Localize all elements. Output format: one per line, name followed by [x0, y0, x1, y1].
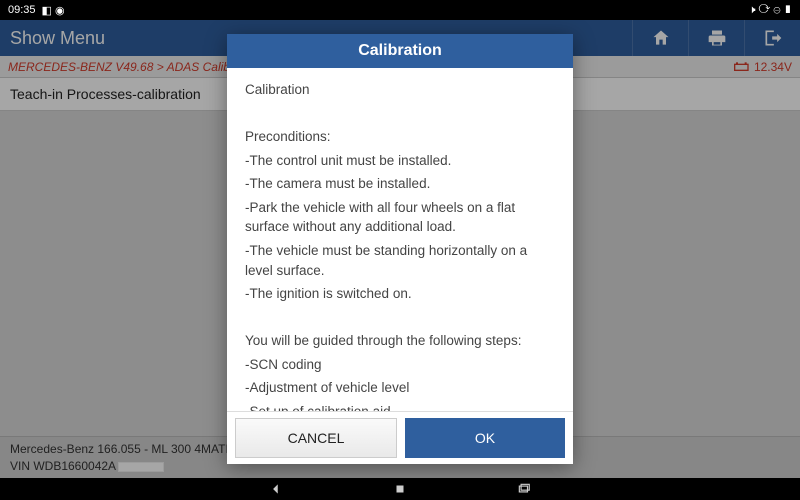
status-left: 09:35 ◧ ◉ [8, 4, 65, 17]
status-right: 🕨 ⟳ ⊝ ▮ [749, 4, 792, 17]
guide-item: -Adjustment of vehicle level [245, 378, 555, 398]
guide-label: You will be guided through the following… [245, 331, 555, 351]
nav-back-icon[interactable] [269, 482, 283, 496]
calibration-dialog: Calibration Calibration Preconditions: -… [227, 34, 573, 464]
dialog-body: Calibration Preconditions: -The control … [227, 68, 573, 411]
status-icons-left: ◧ ◉ [42, 4, 65, 17]
pre-item: -The vehicle must be standing horizontal… [245, 241, 555, 280]
pre-item: -The camera must be installed. [245, 174, 555, 194]
pre-item: -The control unit must be installed. [245, 151, 555, 171]
guide-item: -SCN coding [245, 355, 555, 375]
cancel-button[interactable]: CANCEL [235, 418, 397, 458]
guide-item: -Set up of calibration aid [245, 402, 555, 411]
pre-item: -The ignition is switched on. [245, 284, 555, 304]
pre-item: -Park the vehicle with all four wheels o… [245, 198, 555, 237]
body-heading: Calibration [245, 80, 555, 100]
dialog-title: Calibration [227, 34, 573, 68]
status-time: 09:35 [8, 4, 36, 16]
screen: 09:35 ◧ ◉ 🕨 ⟳ ⊝ ▮ Show Menu MERCEDES-BEN… [0, 0, 800, 500]
modal-overlay: Calibration Calibration Preconditions: -… [0, 20, 800, 478]
status-icons-right: 🕨 ⟳ ⊝ ▮ [749, 4, 792, 17]
ok-button[interactable]: OK [405, 418, 565, 458]
android-nav-bar [0, 478, 800, 500]
android-status-bar: 09:35 ◧ ◉ 🕨 ⟳ ⊝ ▮ [0, 0, 800, 20]
preconditions-label: Preconditions: [245, 127, 555, 147]
dialog-footer: CANCEL OK [227, 411, 573, 464]
nav-recent-icon[interactable] [517, 482, 531, 496]
nav-home-icon[interactable] [393, 482, 407, 496]
